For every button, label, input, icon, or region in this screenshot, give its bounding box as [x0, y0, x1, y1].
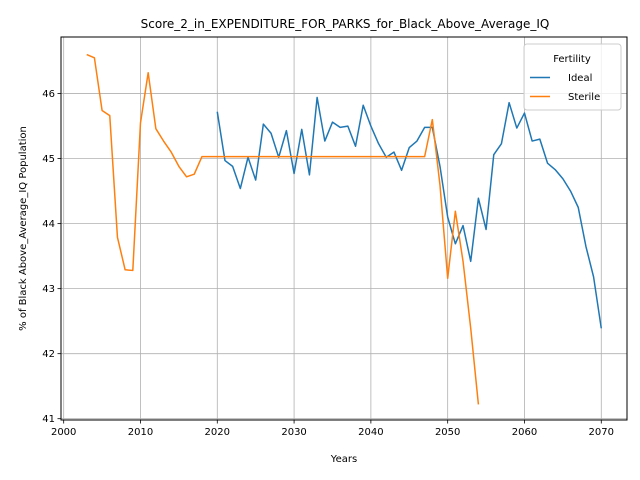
y-axis-ticks: 41 42 43 44 45 46: [42, 89, 61, 425]
series-lines: [86, 53, 603, 405]
y-tick-label: 45: [42, 154, 55, 165]
x-tick-label: 2050: [435, 427, 460, 438]
y-tick-label: 41: [42, 414, 55, 425]
y-tick-label: 44: [42, 219, 55, 230]
plot-frame: [60, 36, 628, 421]
series-line-ideal: [216, 96, 603, 329]
x-tick-label: 2060: [512, 427, 537, 438]
chart-title: Score_2_in_EXPENDITURE_FOR_PARKS_for_Bla…: [141, 17, 550, 31]
y-tick-label: 43: [42, 284, 55, 295]
x-tick-label: 2000: [51, 427, 76, 438]
y-tick-label: 46: [42, 89, 55, 100]
y-axis-label: % of Black Above_Average_IQ Population: [18, 126, 29, 331]
legend-items: Ideal Sterile: [530, 73, 600, 103]
legend-box: [523, 43, 622, 111]
x-axis-ticks: 2000 2010 2020 2030 2040 2050 2060 2070: [51, 420, 614, 438]
x-tick-label: 2020: [205, 427, 230, 438]
y-tick-label: 42: [42, 349, 55, 360]
legend-label-sterile: Sterile: [568, 92, 600, 103]
x-axis-label: Years: [330, 454, 357, 465]
legend-label-ideal: Ideal: [568, 73, 592, 84]
x-tick-label: 2010: [128, 427, 153, 438]
series-line-sterile: [86, 53, 480, 405]
legend: Fertility Ideal Sterile: [523, 43, 622, 111]
x-tick-label: 2030: [281, 427, 306, 438]
x-tick-label: 2040: [358, 427, 383, 438]
legend-title: Fertility: [553, 54, 591, 65]
x-tick-label: 2070: [589, 427, 614, 438]
